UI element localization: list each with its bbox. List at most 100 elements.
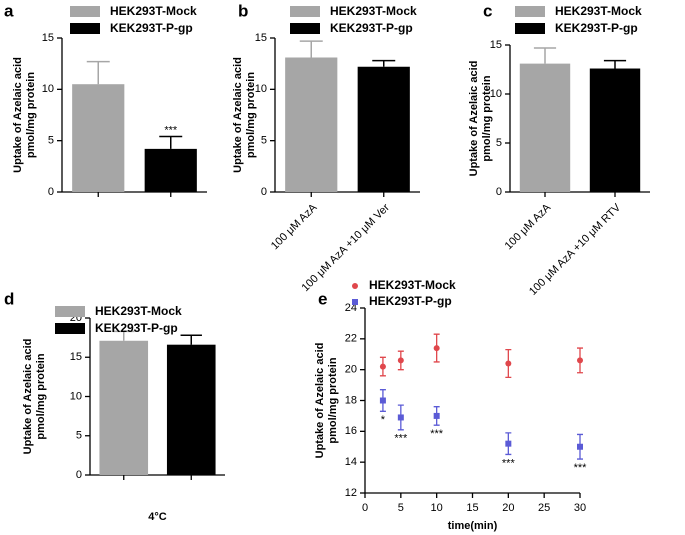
point xyxy=(352,299,358,305)
point xyxy=(433,345,440,352)
error-bar xyxy=(159,135,183,149)
point xyxy=(379,397,386,404)
legend-swatch xyxy=(515,23,545,34)
y-tick-label: 10 xyxy=(42,83,54,95)
point xyxy=(379,363,386,370)
panel-label: d xyxy=(4,289,14,308)
legend-label: KEK293T-P-gp xyxy=(95,321,178,335)
bar xyxy=(166,344,216,475)
x-axis-label: 4°C xyxy=(148,511,167,523)
significance: * xyxy=(381,414,386,426)
y-tick-label: 0 xyxy=(48,186,54,198)
y-tick-label: 10 xyxy=(70,390,82,402)
legend-label: HEK293T-Mock xyxy=(555,4,642,18)
y-axis-label: pmol/mg protein xyxy=(327,357,339,443)
y-tick-label: 14 xyxy=(345,456,357,468)
y-tick-label: 5 xyxy=(261,135,267,147)
significance: *** xyxy=(502,457,516,469)
y-tick-label: 5 xyxy=(76,430,82,442)
y-tick-label: 5 xyxy=(48,135,54,147)
y-axis-label: Uptake of Azelaic acid xyxy=(468,61,480,177)
y-axis-label: Uptake of Azelaic acid xyxy=(232,57,244,173)
point xyxy=(397,357,404,364)
legend-label: HEK293T-Mock xyxy=(95,304,182,318)
legend-swatch xyxy=(55,323,85,334)
y-axis-label: Uptake of Azelaic acid xyxy=(314,343,326,459)
y-tick-label: 0 xyxy=(496,186,502,198)
y-tick-label: 16 xyxy=(345,425,357,437)
y-tick-label: 5 xyxy=(496,137,502,149)
bar xyxy=(72,84,125,192)
legend-swatch xyxy=(70,23,100,34)
x-tick-label: 20 xyxy=(502,502,514,514)
y-tick-label: 0 xyxy=(261,186,267,198)
point xyxy=(577,357,583,364)
legend-label: HEK293T-Mock xyxy=(369,278,456,292)
error-bar xyxy=(372,59,396,67)
x-tick-label: 30 xyxy=(574,502,586,514)
error-bar xyxy=(603,59,627,69)
significance: *** xyxy=(164,124,178,136)
panel-label: a xyxy=(4,1,14,20)
point xyxy=(397,414,404,421)
point xyxy=(577,443,583,450)
legend-label: HEK293T-Mock xyxy=(110,4,197,18)
x-tick-label: 100 μM AzA xyxy=(269,201,320,252)
y-tick-label: 22 xyxy=(345,333,357,345)
bar xyxy=(144,148,197,192)
error-bar xyxy=(113,330,135,341)
point xyxy=(433,412,440,419)
panel-label: e xyxy=(318,289,327,308)
significance: *** xyxy=(574,462,588,474)
point xyxy=(505,440,512,447)
error-bar xyxy=(299,40,323,58)
legend-label: KEK293T-P-gp xyxy=(330,21,413,35)
legend-swatch xyxy=(290,23,320,34)
y-tick-label: 15 xyxy=(255,32,267,44)
x-tick-label: 100 μM AzA xyxy=(503,201,554,252)
y-tick-label: 15 xyxy=(42,32,54,44)
legend-label: HEK293T-Mock xyxy=(330,4,417,18)
y-tick-label: 20 xyxy=(345,364,357,376)
y-tick-label: 15 xyxy=(70,351,82,363)
y-axis-label: pmol/mg protein xyxy=(35,353,47,439)
bar xyxy=(589,68,641,192)
y-axis-label: pmol/mg protein xyxy=(25,72,37,158)
bar xyxy=(357,66,410,192)
y-axis-label: Uptake of Azelaic acid xyxy=(12,57,24,173)
y-tick-label: 10 xyxy=(255,83,267,95)
panel-label: b xyxy=(238,1,248,20)
significance: *** xyxy=(430,428,444,440)
legend-swatch xyxy=(70,6,100,17)
y-tick-label: 15 xyxy=(490,39,502,51)
y-axis-label: pmol/mg protein xyxy=(245,72,257,158)
panel-label: c xyxy=(483,1,492,20)
error-bar xyxy=(86,60,110,85)
significance: *** xyxy=(394,433,408,445)
y-tick-label: 12 xyxy=(345,487,357,499)
y-axis-label: pmol/mg protein xyxy=(481,75,493,161)
error-bar xyxy=(180,334,202,345)
legend-swatch xyxy=(55,306,85,317)
x-tick-label: 0 xyxy=(362,502,368,514)
bar xyxy=(519,63,571,193)
legend-label: HEK293T-P-gp xyxy=(369,294,452,308)
bar xyxy=(99,340,149,475)
x-tick-label: 10 xyxy=(431,502,443,514)
point xyxy=(505,360,512,367)
error-bar xyxy=(533,47,557,64)
y-axis-label: Uptake of Azelaic acid xyxy=(22,339,34,455)
legend-label: KEK293T-P-gp xyxy=(555,21,638,35)
y-tick-label: 10 xyxy=(490,88,502,100)
point xyxy=(352,283,358,289)
y-tick-label: 18 xyxy=(345,394,357,406)
bar xyxy=(285,57,338,192)
x-axis-label: time(min) xyxy=(448,520,498,532)
x-tick-label: 5 xyxy=(398,502,404,514)
legend-swatch xyxy=(290,6,320,17)
y-tick-label: 0 xyxy=(76,469,82,481)
legend-swatch xyxy=(515,6,545,17)
legend-label: KEK293T-P-gp xyxy=(110,21,193,35)
x-tick-label: 15 xyxy=(466,502,478,514)
